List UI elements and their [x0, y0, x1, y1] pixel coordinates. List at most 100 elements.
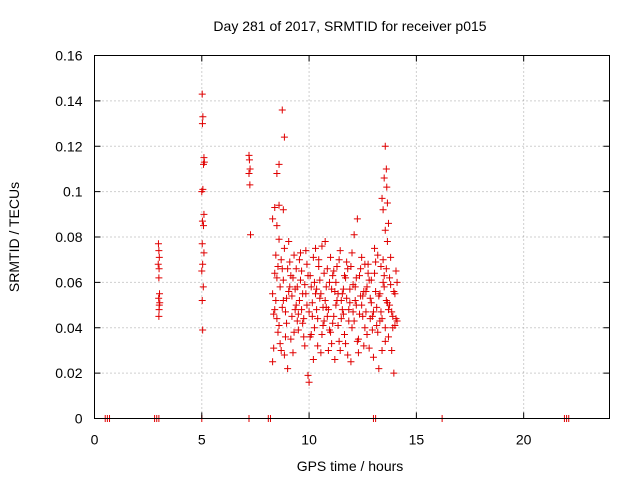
data-point: [328, 285, 336, 293]
data-point: [336, 247, 344, 255]
data-point: [155, 274, 163, 282]
data-point: [269, 358, 277, 366]
data-point: [314, 315, 322, 323]
data-point: [290, 251, 298, 259]
data-point: [332, 301, 340, 309]
data-point: [276, 340, 284, 348]
data-point: [290, 328, 298, 336]
data-point: [247, 231, 255, 239]
data-point: [343, 258, 351, 266]
data-point: [382, 165, 390, 173]
data-point: [369, 353, 377, 361]
data-point: [156, 299, 164, 307]
data-point: [316, 294, 324, 302]
data-point: [364, 269, 372, 277]
data-point: [375, 365, 383, 373]
data-point: [339, 285, 347, 293]
data-point: [356, 272, 364, 280]
data-point: [316, 276, 324, 284]
data-point: [285, 287, 293, 295]
data-point: [274, 328, 282, 336]
data-point: [310, 324, 318, 332]
data-point: [279, 276, 287, 284]
data-point: [348, 249, 356, 257]
data-point: [200, 249, 208, 257]
data-point: [340, 331, 348, 339]
data-point: [354, 349, 362, 357]
data-point: [339, 310, 347, 318]
data-point: [369, 308, 377, 316]
y-tick-label: 0.14: [55, 93, 82, 109]
data-point: [299, 319, 307, 327]
data-point: [199, 260, 207, 268]
data-point: [278, 106, 286, 114]
y-tick-label: 0.08: [55, 229, 82, 245]
data-point: [330, 267, 338, 275]
data-point: [273, 274, 281, 282]
data-point: [324, 306, 332, 314]
data-point: [358, 253, 366, 261]
data-point: [330, 312, 338, 320]
data-point: [312, 244, 320, 252]
data-point: [288, 292, 296, 300]
data-point: [386, 274, 394, 282]
data-point: [273, 169, 281, 177]
data-point: [295, 256, 303, 264]
data-point: [155, 247, 163, 255]
data-point: [379, 256, 387, 264]
data-point: [310, 278, 318, 286]
data-point: [271, 269, 279, 277]
data-point: [155, 294, 163, 302]
data-point: [287, 272, 295, 280]
data-point: [319, 303, 327, 311]
data-point: [285, 238, 293, 246]
x-tick-label: 20: [516, 432, 532, 448]
data-point: [377, 308, 385, 316]
data-point: [383, 299, 391, 307]
data-point: [308, 312, 316, 320]
data-point: [154, 240, 162, 248]
data-point: [321, 297, 329, 305]
data-point: [275, 201, 283, 209]
data-point: [362, 308, 370, 316]
x-tick-label: 15: [409, 432, 425, 448]
data-point: [331, 356, 339, 364]
data-point: [280, 133, 288, 141]
data-point: [305, 308, 313, 316]
data-point: [322, 283, 330, 291]
data-point: [380, 174, 388, 182]
data-point: [380, 283, 388, 291]
data-point: [313, 285, 321, 293]
data-point: [317, 349, 325, 357]
y-tick-label: 0.02: [55, 365, 82, 381]
data-point: [271, 306, 279, 314]
data-point: [306, 333, 314, 341]
data-point: [277, 256, 285, 264]
data-point: [288, 312, 296, 320]
data-point: [363, 331, 371, 339]
data-point: [325, 326, 333, 334]
data-point: [374, 251, 382, 259]
data-point: [360, 287, 368, 295]
chart-title: Day 281 of 2017, SRMTID for receiver p01…: [213, 18, 486, 34]
data-point: [346, 285, 354, 293]
data-point: [198, 240, 206, 248]
y-tick-label: 0.04: [55, 320, 82, 336]
x-tick-label: 5: [198, 432, 206, 448]
y-tick-label: 0.12: [55, 138, 82, 154]
data-point: [343, 294, 351, 302]
data-point: [303, 301, 311, 309]
data-point: [198, 120, 206, 128]
data-point: [272, 297, 280, 305]
data-point: [363, 283, 371, 291]
data-point: [270, 344, 278, 352]
data-point: [371, 269, 379, 277]
data-point: [280, 244, 288, 252]
data-point: [372, 287, 380, 295]
data-point: [377, 262, 385, 270]
data-point: [336, 346, 344, 354]
data-point: [327, 253, 335, 261]
data-point: [295, 297, 303, 305]
data-point: [390, 369, 398, 377]
data-point: [342, 340, 350, 348]
